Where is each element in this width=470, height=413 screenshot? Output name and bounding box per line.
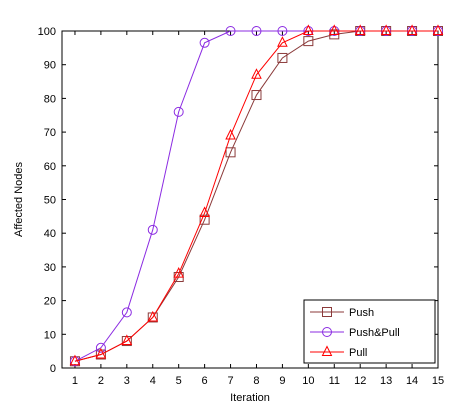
data-point: [303, 36, 314, 47]
data-point: [199, 214, 210, 225]
y-tick-label: 60: [44, 161, 56, 173]
legend: Push Push&Pull Pull: [303, 299, 436, 364]
y-tick-label: 0: [50, 363, 56, 375]
data-point: [277, 52, 288, 63]
y-tick-label: 100: [38, 26, 56, 38]
data-point: [225, 147, 236, 158]
series-line: [74, 30, 438, 362]
y-tick-label: 30: [44, 262, 56, 274]
y-axis: 0 10 20 30 40 50 60 70 80 90 100: [38, 26, 438, 375]
data-point: [251, 68, 262, 79]
data-point: [277, 26, 288, 36]
y-tick-label: 90: [44, 60, 56, 72]
data-point: [277, 36, 288, 47]
data-point: [432, 24, 444, 35]
data-point: [354, 24, 366, 35]
x-tick-label: 12: [354, 375, 366, 387]
data-point: [225, 26, 236, 36]
x-tick-label: 15: [432, 375, 444, 387]
legend-marker: [322, 327, 332, 337]
x-tick-label: 9: [279, 375, 285, 387]
data-point: [95, 347, 107, 359]
y-tick-label: 10: [44, 329, 56, 341]
y-tick-label: 40: [44, 228, 56, 240]
y-tick-label: 50: [44, 195, 56, 207]
data-point: [199, 37, 210, 48]
data-point: [251, 26, 262, 36]
data-point: [147, 224, 158, 235]
legend-label: Push&Pull: [349, 327, 400, 339]
x-tick-label: 10: [302, 375, 314, 387]
data-point: [173, 267, 184, 278]
legend-marker: [322, 307, 332, 317]
series-pull: [69, 24, 444, 366]
data-point: [406, 24, 418, 35]
data-point: [95, 342, 106, 353]
legend-entry: Push: [310, 307, 374, 319]
y-tick-label: 70: [44, 127, 56, 139]
data-point: [69, 354, 81, 366]
data-point: [225, 128, 236, 140]
legend-label: Pull: [349, 347, 367, 359]
y-tick-label: 20: [44, 296, 56, 308]
x-tick-label: 14: [406, 375, 418, 387]
x-tick-label: 7: [227, 375, 233, 387]
series-layer: [69, 24, 444, 367]
x-tick-label: 5: [176, 375, 182, 387]
x-tick-label: 1: [72, 375, 78, 387]
data-point: [199, 206, 210, 217]
x-tick-label: 13: [380, 375, 392, 387]
y-tick-label: 80: [44, 93, 56, 105]
x-axis: 1 2 3 4 5 6 7 8 9 10 11 12 13 14 15: [72, 31, 444, 387]
data-point: [121, 334, 133, 346]
x-tick-label: 6: [202, 375, 208, 387]
data-point: [173, 106, 184, 117]
y-axis-label: Affected Nodes: [13, 161, 25, 237]
x-axis-label: Iteration: [230, 392, 270, 404]
x-tick-label: 2: [98, 375, 104, 387]
legend-marker: [321, 345, 333, 356]
data-point: [380, 24, 392, 35]
data-point: [121, 307, 132, 318]
x-tick-label: 4: [150, 375, 156, 387]
data-point: [147, 310, 159, 322]
data-point: [303, 24, 314, 35]
legend-entry: Pull: [310, 345, 367, 359]
x-tick-label: 3: [124, 375, 130, 387]
data-point: [251, 90, 262, 101]
data-point: [328, 24, 340, 35]
legend-entry: Push&Pull: [310, 327, 400, 339]
legend-label: Push: [349, 307, 374, 319]
x-tick-label: 8: [253, 375, 259, 387]
x-tick-label: 11: [329, 375, 340, 387]
